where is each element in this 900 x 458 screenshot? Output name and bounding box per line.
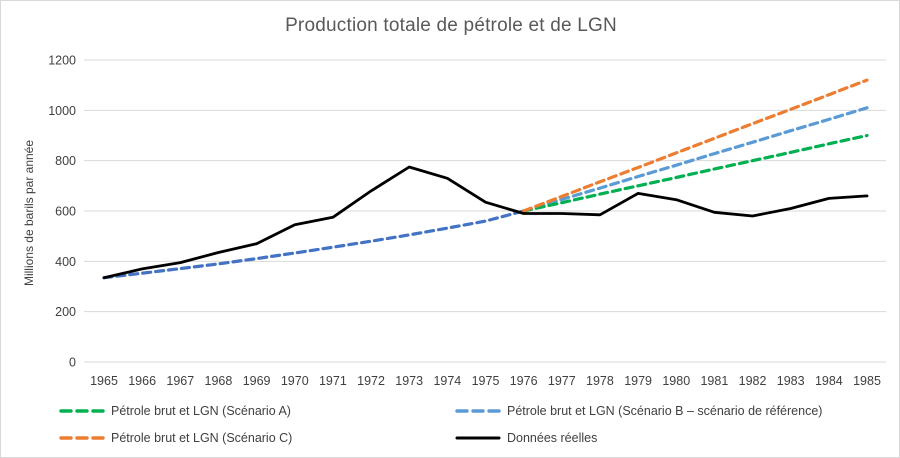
x-tick-label: 1979: [624, 374, 652, 388]
x-tick-label: 1976: [510, 374, 538, 388]
legend-swatch-donnees-reelles-icon: [455, 436, 501, 440]
x-tick-label: 1966: [128, 374, 156, 388]
x-tick-label: 1970: [281, 374, 309, 388]
x-tick-label: 1982: [739, 374, 767, 388]
x-tick-label: 1977: [548, 374, 576, 388]
y-tick-label: 0: [69, 356, 76, 370]
legend-label-scenario-c: Pétrole brut et LGN (Scénario C): [111, 431, 293, 445]
y-tick-label: 1200: [48, 54, 76, 68]
x-tick-label: 1980: [662, 374, 690, 388]
x-tick-label: 1968: [205, 374, 233, 388]
legend-item-scenario-b: Pétrole brut et LGN (Scénario B – scénar…: [454, 402, 822, 420]
legend-label-scenario-b: Pétrole brut et LGN (Scénario B – scénar…: [507, 404, 823, 418]
y-tick-label: 600: [55, 205, 76, 219]
y-tick-label: 1000: [48, 104, 76, 118]
x-tick-label: 1975: [472, 374, 500, 388]
legend-label-donnees-reelles: Données réelles: [507, 431, 598, 445]
y-tick-label: 400: [55, 255, 76, 269]
series-line-donnees-reelles: [102, 165, 869, 280]
x-tick-label: 1965: [90, 374, 118, 388]
legend-item-scenario-a: Pétrole brut et LGN (Scénario A): [58, 402, 291, 420]
legend-swatch-scenario-b-icon: [455, 409, 501, 413]
series-line-scenario-b: [522, 106, 869, 213]
series-line-scenario-a: [522, 133, 869, 213]
x-tick-label: 1967: [166, 374, 194, 388]
x-tick-label: 1984: [815, 374, 843, 388]
x-tick-label: 1974: [433, 374, 461, 388]
y-tick-label: 200: [55, 305, 76, 319]
legend-item-donnees-reelles: Données réelles: [454, 429, 597, 447]
x-tick-label: 1981: [700, 374, 728, 388]
legend-label-scenario-a: Pétrole brut et LGN (Scénario A): [111, 404, 291, 418]
x-tick-label: 1973: [395, 374, 423, 388]
x-tick-label: 1972: [357, 374, 385, 388]
legend-item-scenario-c: Pétrole brut et LGN (Scénario C): [58, 429, 292, 447]
x-tick-label: 1971: [319, 374, 347, 388]
x-tick-label: 1978: [586, 374, 614, 388]
x-tick-label: 1985: [853, 374, 881, 388]
x-tick-label: 1983: [777, 374, 805, 388]
legend-swatch-scenario-a-icon: [59, 409, 105, 413]
series-line-scenario-b-historique: [102, 209, 526, 280]
x-tick-label: 1969: [243, 374, 271, 388]
y-tick-label: 800: [55, 154, 76, 168]
legend-swatch-scenario-c-icon: [59, 436, 105, 440]
series-line-scenario-c: [522, 78, 869, 213]
chart-title: Production totale de pétrole et de LGN: [285, 15, 617, 36]
